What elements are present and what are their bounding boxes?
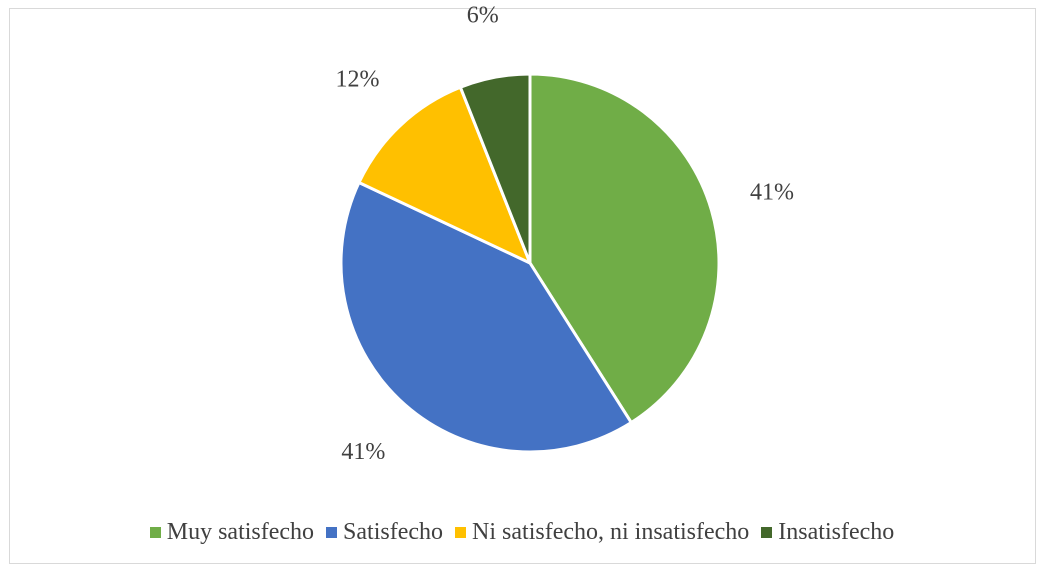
legend-swatch: [326, 527, 338, 538]
legend-label: Satisfecho: [343, 519, 444, 545]
legend-item-muy-satisfecho: Muy satisfecho: [149, 519, 315, 546]
legend-item-insatisfecho: Insatisfecho: [761, 519, 894, 546]
legend-label: Muy satisfecho: [166, 519, 315, 545]
pie-slices: [339, 72, 721, 454]
legend: Muy satisfecho Satisfecho Ni satisfecho,…: [0, 519, 1044, 546]
legend-swatch: [761, 527, 773, 538]
slice-labels: 41% 41% 12% 6%: [335, 2, 793, 465]
slice-data-label: 41%: [341, 439, 385, 465]
pie-slice-insatisfecho: [458, 72, 532, 265]
legend-label: Ni satisfecho, ni insatisfecho: [472, 519, 750, 545]
pie-slice-satisfecho: [339, 181, 633, 454]
slice-data-label: 12%: [335, 66, 379, 92]
slice-data-label: 6%: [467, 2, 499, 28]
legend-swatch: [149, 527, 161, 538]
pie-slice-ni-satisfecho-ni-insatisfecho: [357, 85, 532, 265]
legend-item-satisfecho: Satisfecho: [326, 519, 443, 546]
legend-swatch: [455, 527, 467, 538]
legend-item-ni-satisfecho: Ni satisfecho, ni insatisfecho: [455, 519, 749, 546]
legend-label: Insatisfecho: [778, 519, 895, 545]
slice-data-label: 41%: [750, 180, 794, 206]
